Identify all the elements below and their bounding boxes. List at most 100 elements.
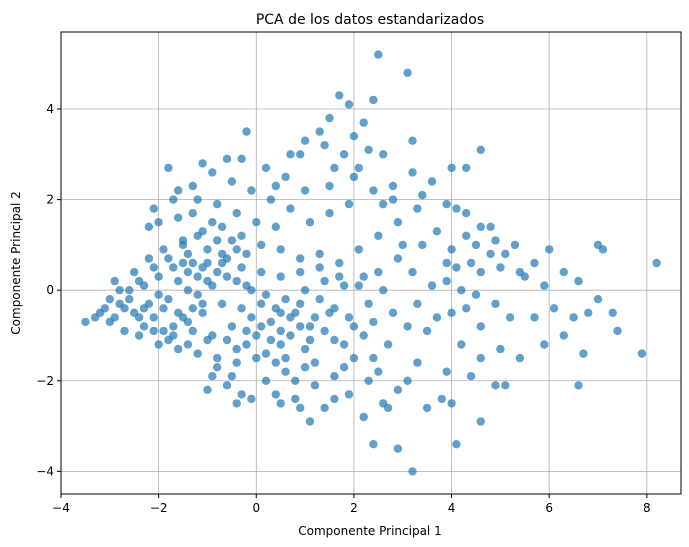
data-point	[315, 249, 324, 259]
data-point	[193, 195, 202, 204]
data-point	[305, 335, 315, 345]
data-point	[110, 313, 119, 322]
data-point	[369, 95, 378, 105]
data-point	[174, 308, 183, 317]
data-point	[227, 372, 237, 381]
data-point	[164, 254, 173, 263]
x-tick-label: −4	[52, 501, 70, 515]
data-point	[530, 313, 539, 322]
y-tick-label: 4	[46, 102, 54, 116]
data-point	[247, 286, 256, 295]
data-point	[593, 295, 603, 304]
chart-title: PCA de los datos estandarizados	[256, 12, 484, 28]
data-point	[354, 281, 363, 290]
data-point	[213, 236, 222, 245]
data-point	[413, 299, 422, 308]
data-point	[330, 163, 339, 173]
x-axis: −4 −2 0 2 4 6 8	[52, 494, 651, 515]
data-point	[393, 444, 403, 453]
data-point	[174, 276, 183, 286]
data-point	[242, 127, 251, 136]
data-point	[491, 381, 500, 390]
data-point	[325, 113, 334, 123]
data-point	[105, 295, 115, 304]
data-point	[237, 304, 246, 313]
data-point	[208, 168, 217, 177]
data-point	[310, 358, 320, 367]
data-point	[134, 313, 144, 322]
data-point	[540, 281, 549, 290]
x-tick-label: −2	[150, 501, 168, 515]
data-point	[134, 276, 144, 286]
data-point	[339, 150, 349, 159]
data-point	[154, 340, 163, 349]
data-point	[359, 331, 368, 340]
data-point	[247, 313, 256, 322]
data-point	[486, 249, 495, 259]
data-point	[442, 258, 451, 268]
data-point	[222, 335, 232, 345]
data-point	[252, 353, 261, 363]
data-point	[393, 218, 403, 227]
data-point	[208, 372, 217, 381]
data-point	[310, 381, 320, 390]
data-point	[584, 308, 593, 317]
data-point	[305, 322, 315, 331]
data-point	[213, 199, 222, 209]
data-point	[276, 399, 285, 408]
data-point	[652, 258, 661, 268]
data-point	[271, 181, 280, 191]
data-point	[193, 272, 202, 281]
data-point	[232, 209, 241, 218]
data-point	[393, 385, 403, 394]
data-point	[125, 286, 134, 295]
data-point	[271, 304, 280, 313]
data-point	[227, 322, 237, 331]
data-point	[374, 267, 383, 277]
data-point	[505, 313, 515, 322]
data-point	[574, 381, 583, 390]
data-point	[81, 317, 90, 327]
data-point	[320, 326, 329, 336]
data-point	[159, 304, 168, 313]
data-point	[432, 227, 442, 236]
data-point	[261, 349, 271, 358]
data-point	[549, 304, 559, 313]
data-point	[559, 267, 568, 277]
data-point	[427, 177, 437, 186]
data-point	[232, 276, 241, 286]
data-point	[374, 367, 383, 376]
data-point	[257, 240, 266, 250]
data-point	[276, 272, 285, 281]
data-point	[379, 286, 388, 295]
data-point	[320, 141, 329, 150]
data-point	[349, 322, 359, 331]
data-point	[637, 349, 647, 358]
data-point	[183, 267, 193, 277]
data-point	[432, 313, 442, 322]
data-point	[154, 290, 163, 299]
data-point	[476, 267, 485, 277]
data-point	[486, 222, 495, 231]
data-point	[379, 150, 388, 159]
data-point	[457, 286, 466, 295]
data-point	[183, 317, 193, 327]
data-point	[374, 50, 383, 59]
data-point	[174, 213, 183, 222]
data-point	[183, 340, 193, 349]
data-point	[193, 349, 202, 358]
data-point	[369, 440, 378, 449]
x-tick-label: 6	[545, 501, 553, 515]
data-point	[242, 326, 251, 336]
data-point	[335, 258, 344, 268]
data-point	[257, 322, 266, 331]
data-point	[413, 204, 422, 213]
data-point	[359, 118, 368, 127]
data-point	[222, 381, 232, 390]
data-point	[559, 331, 568, 340]
data-point	[540, 340, 549, 349]
data-point	[418, 190, 427, 200]
data-point	[354, 163, 363, 173]
data-point	[139, 304, 149, 313]
